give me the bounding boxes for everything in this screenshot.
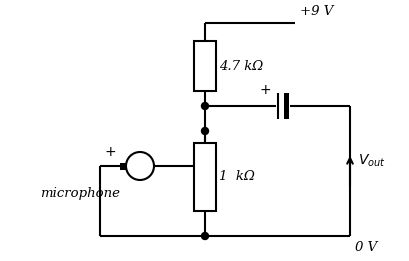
Bar	[283, 93, 288, 119]
Text: +9 V: +9 V	[299, 5, 333, 18]
Text: 1  kΩ: 1 kΩ	[218, 170, 254, 183]
Circle shape	[126, 152, 154, 180]
Text: microphone: microphone	[40, 187, 120, 200]
Circle shape	[201, 233, 208, 240]
Text: 4.7 kΩ: 4.7 kΩ	[218, 60, 263, 73]
Bar	[193, 143, 216, 211]
Circle shape	[201, 128, 208, 134]
Text: $V_{out}$: $V_{out}$	[357, 153, 385, 169]
Text: +: +	[104, 145, 115, 159]
Circle shape	[201, 103, 208, 110]
Text: +: +	[258, 83, 270, 97]
Bar	[120, 163, 127, 169]
Text: 0 V: 0 V	[354, 241, 376, 254]
Bar	[193, 41, 216, 91]
